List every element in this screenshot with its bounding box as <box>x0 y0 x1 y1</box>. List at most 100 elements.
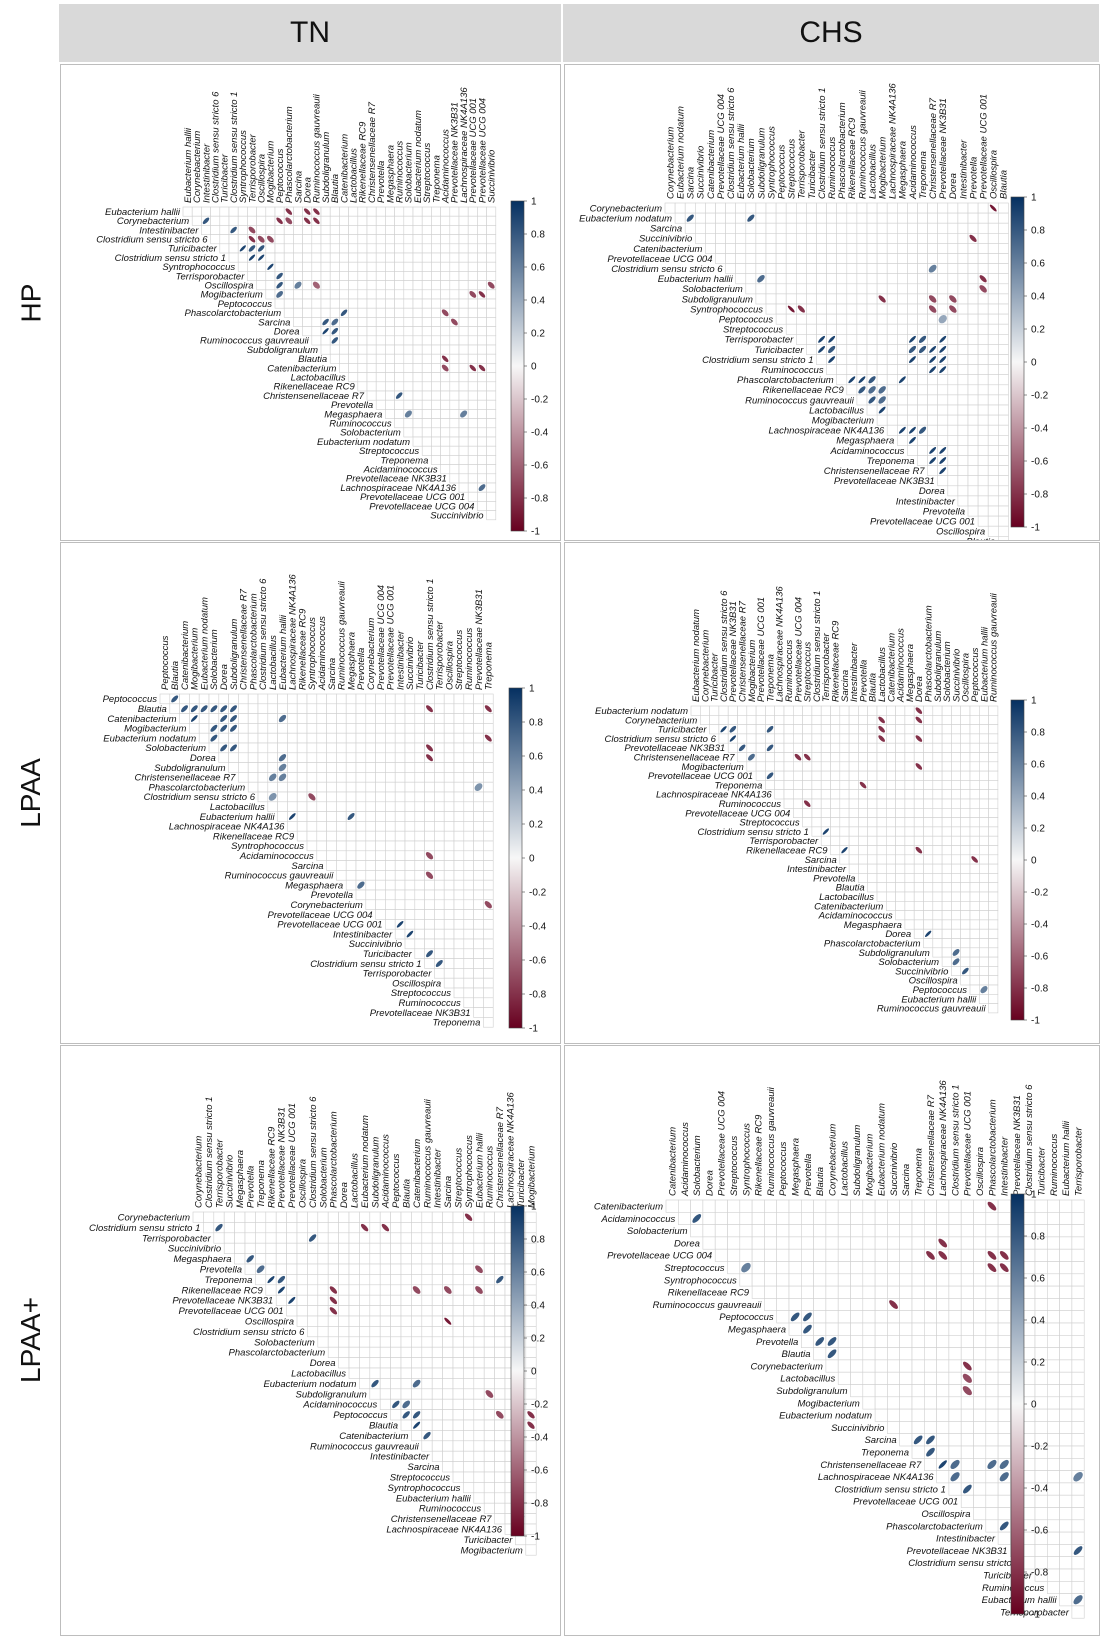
colorbar-tick-label: 1 <box>529 684 535 695</box>
correlation-ellipse <box>915 716 923 724</box>
row-taxon-label: Megasphaera <box>728 1325 786 1336</box>
correlation-ellipse <box>939 457 947 464</box>
column-taxon-label: Oscillospira <box>298 1159 309 1208</box>
column-taxon-label: Megasphaera <box>235 1150 246 1208</box>
correlation-ellipse <box>267 1276 275 1284</box>
column-taxon-label: Eubacterium nodatum <box>877 1103 888 1196</box>
colorbar-tick-label: 0.2 <box>1031 325 1045 336</box>
column-taxon-label: Ruminococcus gauvreauii <box>422 1098 433 1208</box>
grid <box>690 705 999 1014</box>
colorbar-tick-label: 0.8 <box>1031 1232 1045 1243</box>
column-taxon-label: Prevotellaceae UCG 001 <box>287 1103 298 1208</box>
row-taxon-label: Oscillospira <box>909 976 958 987</box>
correlation-ellipse <box>276 281 283 289</box>
row-taxon-label: Terrisporobacter <box>1000 1607 1070 1618</box>
column-taxon-label: Terrisporobacter <box>435 620 446 690</box>
correlation-ellipse <box>266 235 274 243</box>
column-taxon-label: Rikenellaceae RC9 <box>358 121 369 203</box>
column-taxon-label: Corynebacterium <box>366 618 377 690</box>
column-taxon-label: Clostridium sensu stricto 6 <box>726 87 737 199</box>
column-taxon-label: Christensenellaceae R7 <box>495 1106 506 1208</box>
colorbar-tick-label: 1 <box>531 1202 537 1213</box>
row-taxon-label: Terrisporobacter <box>749 836 819 847</box>
row-label-hp: HP <box>0 64 62 541</box>
correlation-ellipse <box>426 744 433 752</box>
column-taxon-label: Prevotellaceae UCG 001 <box>963 1091 974 1196</box>
column-taxon-label: Prevotellaceae UCG 004 <box>477 98 488 203</box>
column-taxon-label: Syntrophococcus <box>464 1135 475 1208</box>
correlation-ellipse <box>929 457 937 464</box>
row-taxon-label: Ruminococcus gauvreauii <box>310 1441 420 1452</box>
correlation-ellipse <box>929 346 937 353</box>
column-taxon-label: Eubacterium hallii <box>474 1132 485 1208</box>
row-taxon-label: Mogibacterium <box>797 1398 859 1409</box>
column-taxon-label: Treponema <box>918 151 929 199</box>
column-taxon-label: Sarcina <box>327 658 338 690</box>
column-taxon-label: Terrisporobacter <box>214 1138 225 1208</box>
correlation-ellipse <box>395 392 403 399</box>
column-taxon-label: Clostridium sensu stricto 1 <box>812 591 823 702</box>
correlation-ellipse <box>396 920 404 928</box>
correlation-ellipse <box>926 1435 935 1445</box>
colorbar-tick-label: -0.4 <box>531 428 549 439</box>
column-taxon-label: Prevotella <box>803 1154 814 1196</box>
row-taxon-label: Solobacterium <box>145 743 206 754</box>
row-taxon-label: Ruminococcus <box>761 365 824 376</box>
row-taxon-label: Syntrophococcus <box>388 1483 461 1494</box>
correlation-ellipse <box>443 1286 452 1294</box>
row-taxon-label: Intestinibacter <box>139 225 199 236</box>
row-taxon-label: Christensenellaceae R7 <box>135 773 237 784</box>
correlation-ellipse <box>803 800 811 807</box>
row-taxon-label: Prevotellaceae UCG 004 <box>607 1251 712 1262</box>
column-taxon-label: Christensenellaceae R7 <box>239 588 250 690</box>
colorbar-tick-label: 0.8 <box>531 1235 545 1246</box>
correlation-ellipse <box>949 305 957 313</box>
colorbar-tick-label: 0.6 <box>1031 1274 1045 1285</box>
row-taxon-label: Prevotella <box>813 873 855 884</box>
row-taxon-label: Streptococcus <box>739 818 799 829</box>
correlation-ellipse <box>828 345 836 354</box>
correlation-ellipse <box>822 828 830 835</box>
correlation-ellipse <box>496 1275 504 1284</box>
correlation-ellipse <box>190 715 198 722</box>
row-taxon-label: Corynebacterium <box>117 216 189 227</box>
row-taxon-label: Clostridium sensu stricto 1 <box>310 959 421 970</box>
row-taxon-label: Eubacterium nodatum <box>579 214 672 225</box>
row-taxon-label: Turicibacter <box>754 345 804 356</box>
correlation-ellipse <box>962 1361 972 1371</box>
correlation-ellipse <box>848 376 856 384</box>
correlation-ellipse <box>1073 1595 1083 1605</box>
column-taxon-label: Intestinibacter <box>433 1148 444 1208</box>
column-taxon-label: Treponema <box>484 642 495 690</box>
column-taxon-label: Lactobacillus <box>349 148 360 203</box>
column-taxon-label: Succinivibrio <box>487 150 498 203</box>
row-taxon-label: Intestinibacter <box>936 1534 996 1545</box>
column-taxon-label: Catenibacterium <box>180 621 191 690</box>
colorbar-tick-label: 1 <box>1031 193 1037 204</box>
row-taxon-label: Mogibacterium <box>124 724 186 735</box>
row-taxon-label: Prevotellaceae UCG 004 <box>369 501 474 512</box>
correlation-ellipse <box>938 314 947 324</box>
correlation-ellipse <box>929 356 937 363</box>
column-taxon-label: Lachnospiraceae NK4A136 <box>775 586 786 702</box>
row-taxon-label: Oscillospira <box>245 1317 294 1328</box>
column-taxon-label: Lachnospiraceae NK4A136 <box>938 1080 949 1196</box>
column-taxon-label: Solobacterium <box>318 1147 329 1208</box>
correlation-ellipse <box>527 1411 535 1419</box>
row-taxon-label: Prevotellaceae UCG 001 <box>870 517 975 528</box>
colorbar-tick-label: 0 <box>1031 856 1037 867</box>
row-taxon-label: Peptococcus <box>719 1312 774 1323</box>
row-taxon-label: Syntrophococcus <box>664 1275 737 1286</box>
row-taxon-label: Prevotella <box>311 890 353 901</box>
row-taxon-label: Lachnospiraceae NK4A136 <box>340 483 456 494</box>
column-taxon-label: Blautia <box>999 170 1010 199</box>
correlation-ellipse <box>878 716 885 724</box>
correlation-ellipse <box>246 1255 254 1263</box>
column-taxon-label: Mogibacterium <box>864 1134 875 1196</box>
column-taxon-label: Subdoligranulum <box>229 619 240 690</box>
colorbar-tick-label: -0.8 <box>1031 490 1049 501</box>
colorbar-tick-label: -0.4 <box>531 1433 549 1444</box>
row-taxon-label: Peptococcus <box>333 1410 388 1421</box>
correlation-ellipse <box>478 484 486 492</box>
row-taxon-label: Phascolarctobacterium <box>737 375 834 386</box>
